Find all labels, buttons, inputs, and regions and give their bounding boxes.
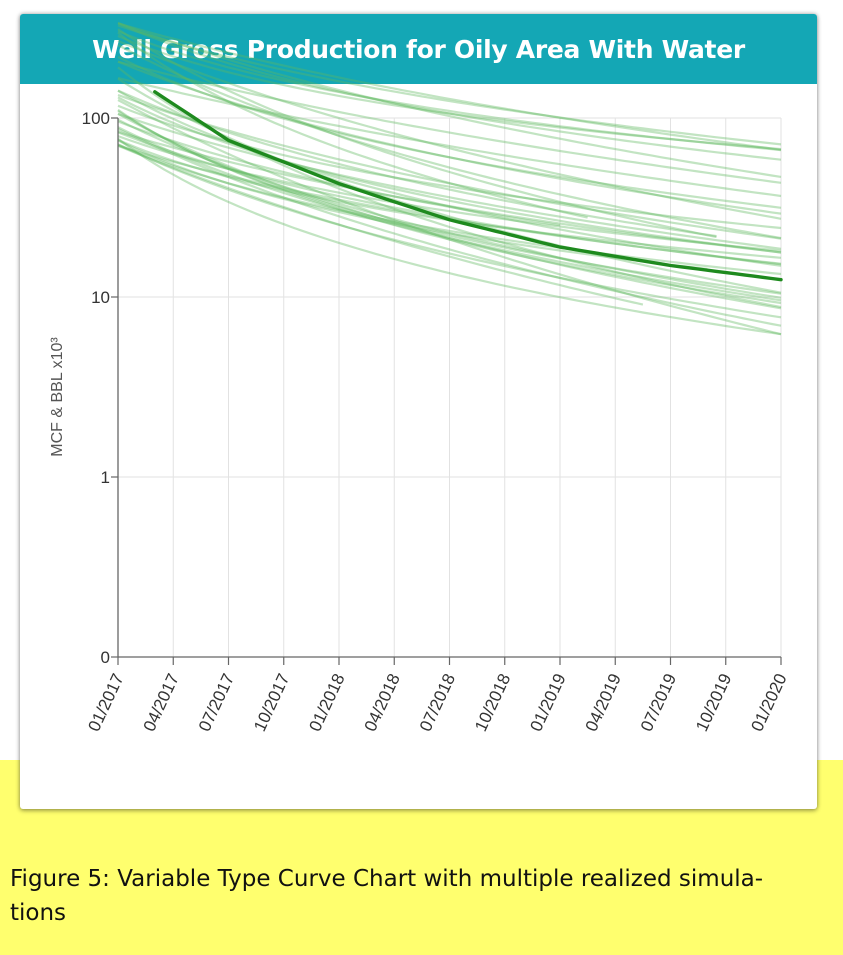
simulation-line bbox=[117, 137, 782, 336]
simulation-line bbox=[117, 30, 782, 152]
y-tick-labels: 0 1 10 100 bbox=[82, 109, 110, 667]
chart-title: Well Gross Production for Oily Area With… bbox=[92, 34, 745, 64]
x-tick-label: 01/2018 bbox=[305, 671, 348, 735]
simulation-line bbox=[117, 112, 782, 250]
simulation-line bbox=[117, 99, 782, 336]
simulation-line bbox=[117, 55, 782, 209]
y-tick-label: 100 bbox=[82, 109, 110, 128]
simulation-line bbox=[117, 139, 708, 271]
x-tick-label: 01/2020 bbox=[747, 671, 790, 735]
y-axis-label: MCF & BBL x10³ bbox=[49, 337, 66, 457]
simulation-line bbox=[117, 60, 782, 184]
simulation-line bbox=[117, 143, 782, 276]
axes bbox=[111, 117, 782, 665]
x-tick-label: 04/2019 bbox=[582, 671, 625, 735]
simulation-line bbox=[117, 93, 782, 240]
x-tick-labels: 01/2017 04/2017 07/2017 10/2017 01/2018 04/20… bbox=[84, 671, 790, 735]
simulation-line bbox=[117, 96, 782, 254]
simulation-line bbox=[117, 128, 782, 327]
x-tick-label: 04/2018 bbox=[361, 671, 404, 735]
x-tick-label: 07/2018 bbox=[416, 671, 459, 735]
x-tick-label: 07/2017 bbox=[195, 671, 238, 735]
simulation-line bbox=[117, 21, 782, 178]
simulation-line bbox=[117, 22, 782, 151]
simulation-line bbox=[117, 112, 782, 310]
highlight-curve-group bbox=[153, 90, 783, 282]
simulation-line bbox=[117, 34, 782, 151]
simulation-line bbox=[117, 28, 717, 239]
simulation-line bbox=[117, 24, 782, 146]
simulation-line bbox=[117, 108, 782, 295]
x-tick-label: 01/2017 bbox=[84, 671, 127, 735]
simulation-line bbox=[117, 135, 782, 252]
simulation-line bbox=[117, 143, 782, 319]
x-tick-label: 01/2019 bbox=[526, 671, 569, 735]
simulation-line bbox=[117, 126, 782, 302]
simulation-line bbox=[117, 22, 782, 161]
chart-card: Well Gross Production for Oily Area With… bbox=[20, 14, 817, 809]
x-tick-label: 10/2018 bbox=[471, 671, 514, 735]
chart-header: Well Gross Production for Oily Area With… bbox=[20, 14, 817, 84]
simulation-line bbox=[117, 76, 782, 198]
y-tick-label: 10 bbox=[91, 288, 110, 307]
simulation-line bbox=[117, 39, 782, 220]
grid bbox=[117, 117, 782, 657]
x-tick-label: 10/2017 bbox=[250, 671, 293, 735]
simulation-line bbox=[117, 131, 782, 266]
simulation-line bbox=[117, 144, 644, 306]
simulation-curves bbox=[117, 21, 782, 336]
highlight-line bbox=[153, 90, 783, 282]
y-tick-label: 0 bbox=[101, 648, 110, 667]
simulation-line bbox=[117, 118, 782, 299]
simulation-line bbox=[117, 77, 782, 294]
simulation-line bbox=[117, 31, 588, 219]
simulation-line bbox=[117, 44, 782, 240]
simulation-line bbox=[117, 110, 782, 305]
x-tick-label: 10/2019 bbox=[692, 671, 735, 735]
x-tick-label: 04/2017 bbox=[140, 671, 183, 735]
figure-caption: Figure 5: Variable Type Curve Chart with… bbox=[10, 866, 764, 926]
simulation-line bbox=[117, 60, 782, 215]
x-tick-label: 07/2019 bbox=[637, 671, 680, 735]
simulation-line bbox=[117, 89, 717, 238]
y-tick-label: 1 bbox=[101, 468, 110, 487]
simulation-line bbox=[117, 130, 782, 254]
